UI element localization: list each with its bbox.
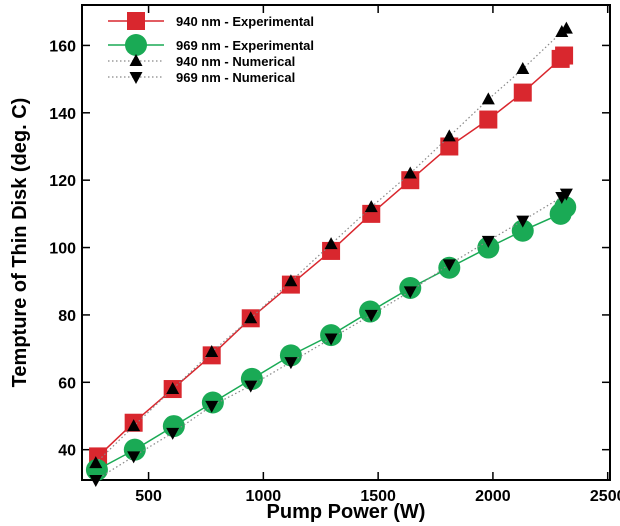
axis-ticks: 500 1000 1500 2000 2500 40 60 80 100 120 140 160 bbox=[49, 5, 620, 505]
series-3-point-11 bbox=[516, 215, 530, 228]
series-3-point-7 bbox=[364, 309, 378, 322]
y-tick-label-4: 120 bbox=[49, 173, 76, 190]
legend: 940 nm - Experimental 969 nm - Experiment… bbox=[108, 12, 314, 85]
series-2-line bbox=[95, 28, 567, 464]
series-1-point-13 bbox=[554, 196, 577, 219]
x-tick-label-0: 500 bbox=[135, 488, 162, 505]
legend-marker-2 bbox=[129, 54, 143, 66]
series-1-point-5 bbox=[279, 344, 302, 367]
series-0-point-13 bbox=[555, 46, 574, 65]
y-tick-label-3: 100 bbox=[49, 241, 76, 258]
y-tick-label-5: 140 bbox=[49, 106, 76, 123]
series-2-point-13 bbox=[559, 21, 573, 34]
x-axis-title: Pump Power (W) bbox=[267, 501, 426, 523]
series-0-point-10 bbox=[479, 110, 498, 129]
y-axis-title: Tempture of Thin Disk (deg. C) bbox=[9, 98, 31, 388]
series-layer bbox=[85, 21, 577, 487]
y-tick-label-0: 40 bbox=[58, 443, 76, 460]
legend-label-2: 940 nm - Numerical bbox=[176, 54, 295, 69]
series-2-point-0 bbox=[89, 456, 103, 469]
series-2-point-3 bbox=[205, 344, 219, 357]
series-2-point-9 bbox=[442, 129, 456, 142]
x-tick-label-2: 1500 bbox=[360, 488, 396, 505]
series-3-point-8 bbox=[403, 286, 417, 299]
series-3-point-4 bbox=[244, 380, 258, 393]
series-3-point-2 bbox=[166, 427, 180, 440]
series-3-line bbox=[95, 193, 567, 481]
x-tick-label-1: 1000 bbox=[246, 488, 282, 505]
y-tick-label-2: 80 bbox=[58, 308, 76, 325]
series-0-point-11 bbox=[513, 83, 532, 102]
legend-label-1: 969 nm - Experimental bbox=[176, 38, 314, 53]
series-3-point-3 bbox=[205, 400, 219, 413]
series-2-point-10 bbox=[481, 92, 495, 105]
series-2-point-5 bbox=[284, 274, 298, 287]
legend-marker-3 bbox=[129, 72, 143, 84]
series-1-point-11 bbox=[511, 219, 534, 242]
series-0 bbox=[89, 46, 574, 466]
series-2-point-8 bbox=[403, 166, 417, 179]
legend-marker-1 bbox=[125, 34, 147, 56]
series-2-point-1 bbox=[127, 419, 141, 432]
series-3-point-6 bbox=[324, 333, 338, 346]
series-2-point-6 bbox=[324, 237, 338, 250]
x-tick-label-4: 2500 bbox=[590, 488, 620, 505]
x-tick-label-3: 2000 bbox=[475, 488, 511, 505]
plot-frame bbox=[81, 4, 611, 481]
series-3-point-10 bbox=[481, 235, 495, 248]
y-tick-label-6: 160 bbox=[49, 38, 76, 55]
series-3-point-0 bbox=[89, 475, 103, 487]
y-tick-label-1: 60 bbox=[58, 375, 76, 392]
series-0-point-9 bbox=[440, 137, 459, 156]
series-2-point-2 bbox=[166, 382, 180, 395]
legend-marker-0 bbox=[127, 12, 145, 30]
series-3-point-1 bbox=[127, 451, 141, 464]
series-3-point-13 bbox=[559, 188, 573, 201]
series-3-point-9 bbox=[442, 259, 456, 272]
series-3 bbox=[89, 188, 573, 487]
legend-label-0: 940 nm - Experimental bbox=[176, 14, 314, 29]
legend-label-3: 969 nm - Numerical bbox=[176, 70, 295, 85]
series-2-point-7 bbox=[364, 200, 378, 213]
series-2-point-11 bbox=[516, 62, 530, 75]
series-3-point-5 bbox=[284, 357, 298, 370]
series-2 bbox=[89, 21, 573, 469]
series-2-point-4 bbox=[244, 311, 258, 324]
